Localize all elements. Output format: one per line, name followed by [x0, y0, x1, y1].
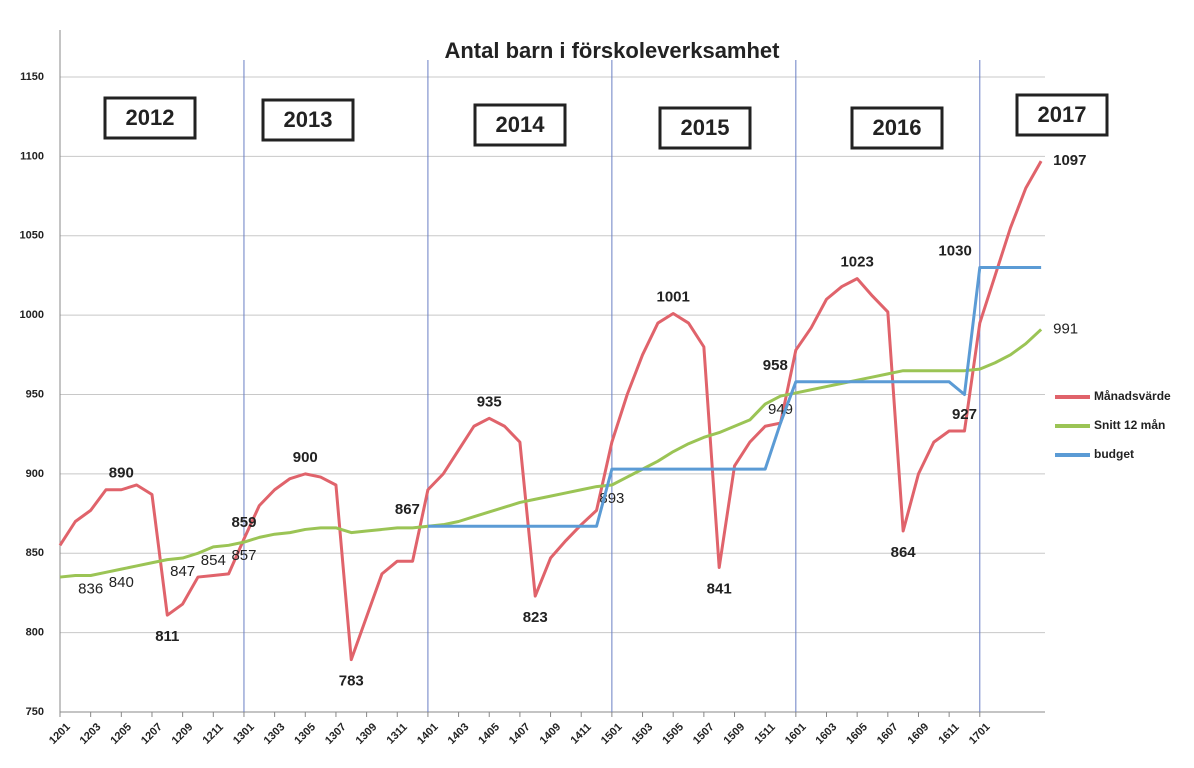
x-tick-label: 1409	[538, 721, 564, 747]
x-tick-label: 1503	[630, 721, 656, 747]
year-box	[658, 106, 752, 150]
x-tick-label: 1509	[722, 721, 748, 747]
data-label: 927	[952, 406, 977, 423]
year-box	[103, 96, 197, 140]
data-label: 859	[231, 514, 256, 531]
year-label: 2013	[284, 107, 333, 132]
x-tick-label: 1609	[906, 721, 932, 747]
x-tick-label: 1307	[323, 721, 349, 747]
x-tick-label: 1407	[507, 721, 533, 747]
x-tick-label: 1207	[139, 721, 165, 747]
data-label: 836	[78, 580, 103, 597]
x-tick-label: 1701	[967, 721, 993, 747]
year-box	[473, 103, 567, 147]
x-tick-label: 1309	[354, 721, 380, 747]
year-box	[850, 106, 944, 150]
x-tick-label: 1511	[752, 721, 777, 746]
x-tick-label: 1205	[108, 721, 134, 747]
data-label: 857	[231, 547, 256, 564]
x-tick-label: 1211	[201, 721, 226, 746]
legend-label: Månadsvärde	[1094, 389, 1171, 403]
data-label: 935	[477, 393, 502, 410]
data-label: 840	[109, 574, 134, 591]
y-tick-label: 1100	[20, 150, 44, 162]
x-tick-label: 1501	[599, 721, 625, 747]
y-tick-label: 1150	[20, 71, 44, 83]
x-tick-label: 1303	[262, 721, 288, 747]
x-tick-label: 1403	[446, 721, 472, 747]
x-tick-label: 1605	[844, 721, 870, 747]
x-tick-label: 1505	[660, 721, 686, 747]
x-tick-label: 1411	[568, 721, 593, 746]
y-tick-label: 1000	[20, 309, 44, 321]
x-tick-label: 1401	[415, 721, 441, 747]
data-label: 1097	[1053, 152, 1086, 169]
year-box	[261, 98, 355, 142]
data-label: 854	[201, 552, 226, 569]
chart-title: Antal barn i förskoleverksamhet	[444, 38, 780, 63]
x-tick-label: 1203	[78, 721, 104, 747]
data-label: 823	[523, 609, 548, 626]
year-label: 2016	[873, 115, 922, 140]
x-tick-label: 1301	[231, 721, 257, 747]
data-label: 867	[395, 501, 420, 518]
data-label: 900	[293, 449, 318, 466]
series-line	[427, 266, 1042, 528]
data-label: 958	[763, 357, 788, 374]
data-label: 847	[170, 563, 195, 580]
y-tick-label: 850	[26, 547, 44, 559]
x-tick-label: 1611	[936, 721, 961, 746]
x-tick-label: 1311	[385, 721, 410, 746]
data-label: 783	[339, 673, 364, 690]
year-box	[1015, 93, 1109, 137]
year-label: 2012	[126, 105, 175, 130]
data-label: 811	[155, 628, 179, 645]
year-label: 2017	[1038, 102, 1087, 127]
x-tick-label: 1209	[170, 721, 196, 747]
x-tick-label: 1603	[814, 721, 840, 747]
legend-label: budget	[1094, 447, 1134, 461]
y-tick-label: 800	[26, 627, 44, 639]
data-label: 864	[891, 544, 917, 561]
x-tick-label: 1507	[691, 721, 717, 747]
x-tick-label: 1405	[476, 721, 502, 747]
data-label: 1023	[840, 254, 873, 271]
data-label: 1001	[657, 289, 690, 306]
data-label: 890	[109, 465, 134, 482]
x-tick-label: 1601	[783, 721, 809, 747]
x-tick-label: 1201	[47, 721, 73, 747]
data-label: 1030	[938, 242, 971, 259]
y-tick-label: 1050	[20, 230, 44, 242]
x-tick-label: 1607	[875, 721, 901, 747]
year-label: 2014	[496, 112, 546, 137]
series-line	[58, 160, 1043, 662]
data-label: 841	[707, 581, 732, 598]
y-tick-label: 950	[26, 388, 44, 400]
data-label: 991	[1053, 320, 1078, 337]
legend-label: Snitt 12 mån	[1094, 418, 1165, 432]
y-tick-label: 750	[26, 706, 44, 718]
x-tick-label: 1305	[292, 721, 318, 747]
y-tick-label: 900	[26, 468, 44, 480]
series-line	[59, 328, 1043, 579]
year-label: 2015	[681, 115, 730, 140]
